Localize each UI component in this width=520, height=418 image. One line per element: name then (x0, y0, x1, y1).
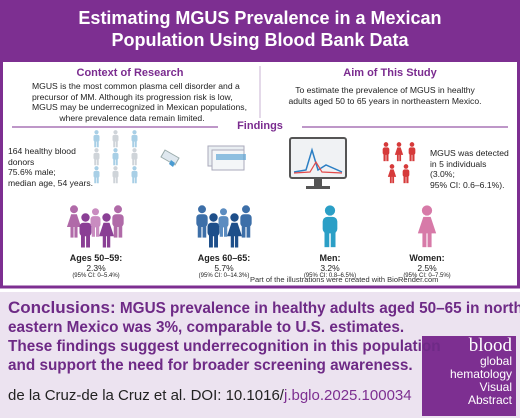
slides-icon (207, 145, 246, 171)
citation-text: de la Cruz-de la Cruz et al. DOI: 10.101… (8, 387, 284, 404)
group-name: Men: (319, 253, 341, 263)
context-text: MGUS is the most common plasma cell diso… (32, 81, 247, 123)
citation: de la Cruz-de la Cruz et al. DOI: 10.101… (8, 387, 412, 404)
logo-line: blood (468, 335, 512, 356)
donor-icons (93, 130, 138, 184)
text-line: where prevalence data remain limited. (59, 112, 205, 123)
conclusions-label: Conclusions: (8, 298, 116, 317)
text-line: 95% CI: 0.6–6.1%). (430, 179, 505, 190)
positive-icons (382, 142, 416, 184)
header-band (0, 0, 520, 62)
text-line: These findings suggest underrecognition … (8, 338, 441, 355)
age-group-1 (66, 205, 124, 248)
women-icon (417, 205, 437, 248)
donors-text: 164 healthy blood donors 75.6% male; med… (8, 146, 93, 188)
text-line: 164 healthy blood (8, 146, 76, 156)
group-value: 2.5% (417, 263, 437, 273)
group-label: Women: 2.5% (95% CI: 0–7.5%) (377, 253, 477, 279)
group-ci: (95% CI: 0.8–6.5%) (303, 273, 357, 279)
text-line: MGUS was detected (430, 148, 509, 158)
group-ci: (95% CI: 0–14.3%) (198, 273, 250, 279)
text-line: To estimate the prevalence of MGUS in he… (295, 85, 475, 95)
text-line: 75.6% male; (8, 167, 56, 177)
group-label: Ages 60–65: 5.7% (95% CI: 0–14.3%) (174, 253, 274, 279)
logo-line: global (479, 354, 512, 368)
text-line: donors (8, 156, 35, 167)
text-line: adults aged 50 to 65 years in northeaste… (288, 95, 482, 106)
section-heading: Aim of This Study (343, 67, 437, 79)
doi-link[interactable]: j.bglo.2025.100034 (283, 387, 412, 404)
logo: blood global hematology Visual Abstract (422, 335, 516, 407)
group-label: Men: 3.2% (95% CI: 0.8–6.5%) (280, 253, 380, 279)
section-heading: Findings (237, 120, 283, 132)
text-line: MGUS prevalence in healthy adults aged 5… (119, 300, 520, 317)
panel-frame (0, 58, 520, 289)
text-line: in 5 individuals (430, 158, 487, 169)
text-line: MGUS may be underrecognized in Mexican p… (32, 102, 247, 112)
result-text: MGUS was detected in 5 individuals (3.0%… (430, 148, 509, 190)
title: Estimating MGUS Prevalence in a Mexican … (0, 7, 520, 51)
text-line: precursor of MM. Although its progressio… (32, 91, 233, 102)
group-name: Ages 60–65: (197, 253, 251, 263)
section-heading: Context of Research (76, 67, 184, 79)
logo-line: Visual (479, 380, 512, 394)
group-value: 5.7% (214, 263, 234, 273)
group-name: Ages 50–59: (69, 253, 123, 263)
tube-icon (160, 149, 180, 167)
men-icon (322, 205, 338, 248)
logo-line: Abstract (467, 393, 512, 407)
title-line: Population Using Blood Bank Data (111, 30, 409, 50)
group-label: Ages 50–59: 2.3% (95% CI: 0–5.4%) (46, 253, 146, 279)
group-value: 3.2% (320, 263, 340, 273)
group-ci: (95% CI: 0–5.4%) (72, 273, 120, 279)
age-group-2 (196, 205, 252, 248)
text-line: eastern Mexico was 3%, comparable to U.S… (8, 319, 405, 336)
monitor-icon (289, 137, 347, 189)
text-line: median age, 54 years. (8, 177, 94, 188)
logo-line: hematology (449, 367, 512, 381)
group-value: 2.3% (86, 263, 106, 273)
conclusions: Conclusions: MGUS prevalence in healthy … (8, 298, 520, 375)
text-line: (3.0%; (430, 169, 455, 179)
text-line: MGUS is the most common plasma cell diso… (32, 81, 240, 91)
logo-box (422, 336, 516, 416)
group-ci: (95% CI: 0–7.5%) (403, 273, 451, 279)
group-name: Women: (409, 253, 445, 263)
aim-text: To estimate the prevalence of MGUS in he… (280, 85, 490, 106)
text-line: and support the need for broader screeni… (8, 357, 413, 374)
credit: Part of the illustrations were created w… (250, 275, 439, 284)
title-line: Estimating MGUS Prevalence in a Mexican (78, 8, 442, 28)
